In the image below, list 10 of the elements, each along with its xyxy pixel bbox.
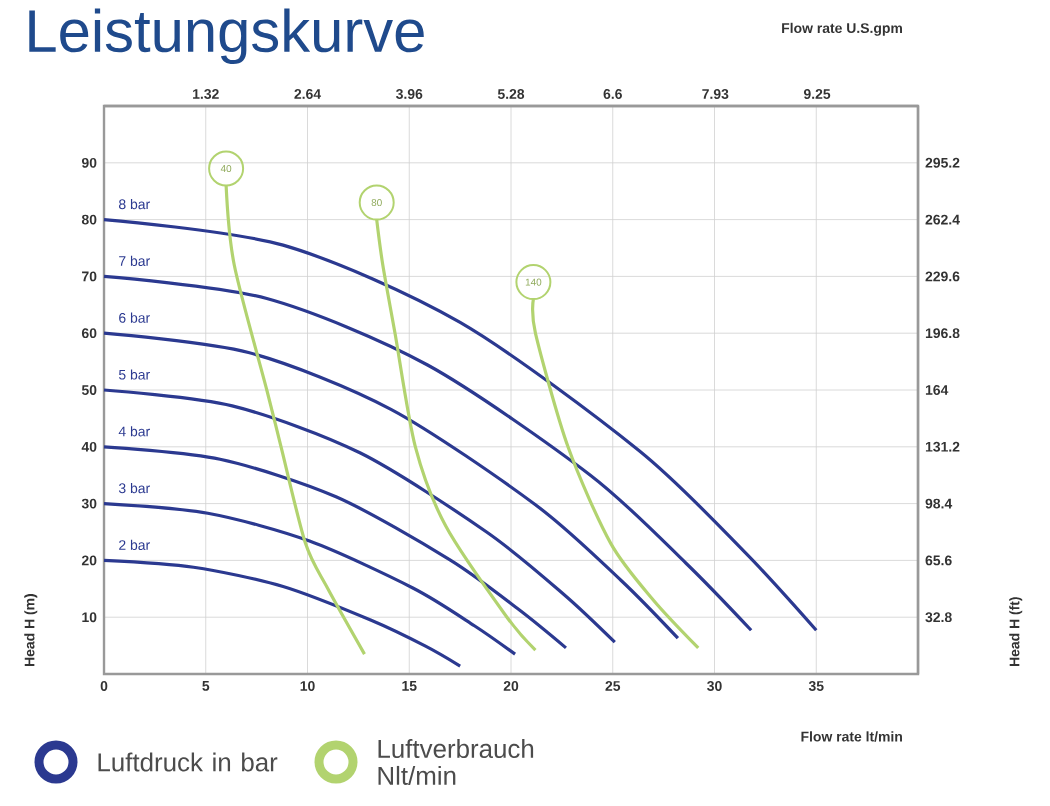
line-series [102, 274, 753, 632]
chart-title: Leistungskurve [29, 8, 424, 65]
line-series [102, 331, 680, 640]
line-series [102, 558, 462, 668]
line-series [102, 217, 818, 632]
line-series [102, 502, 517, 656]
text: Luftdruck in bar [98, 752, 278, 772]
line-series [102, 445, 568, 650]
line-series [102, 388, 617, 644]
text: Luftverbrauch Nlt/min [378, 739, 534, 785]
